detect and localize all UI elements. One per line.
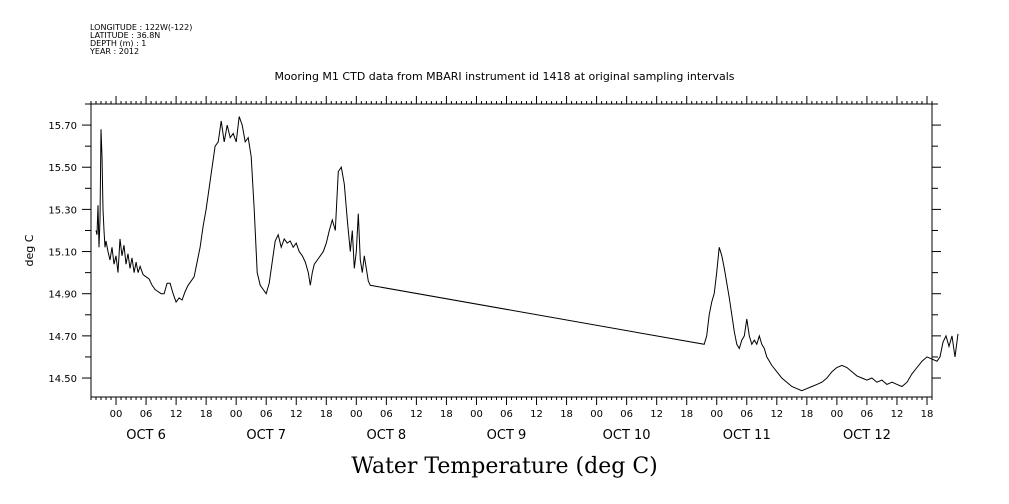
plot-frame [90,103,933,398]
x-tick-label: 00 [230,409,243,420]
x-tick-label: 18 [200,409,213,420]
x-tick-label: 12 [891,409,904,420]
x-tick-label: 12 [650,409,663,420]
day-label: OCT 6 [126,428,166,443]
x-tick-label: 00 [831,409,844,420]
longitude-label: LONGITUDE : 122W(-122) [90,23,193,32]
x-tick-label: 18 [921,409,934,420]
day-label: OCT 9 [487,428,527,443]
x-tick-label: 12 [410,409,423,420]
x-tick-label: 12 [530,409,543,420]
x-tick-label: 18 [680,409,693,420]
y-tick-label: 14.50 [48,374,77,385]
y-tick-label: 14.70 [48,332,77,343]
x-tick-label: 12 [770,409,783,420]
x-tick-label: 00 [710,409,723,420]
x-tick-label: 06 [500,409,513,420]
x-tick-label: 06 [740,409,753,420]
day-label: OCT 7 [246,428,286,443]
x-tick-label: 00 [110,409,123,420]
chart-title: Mooring M1 CTD data from MBARI instrumen… [274,70,735,83]
day-label: OCT 12 [843,428,891,443]
x-tick-label: 18 [440,409,453,420]
x-tick-label: 06 [260,409,273,420]
footer-title: Water Temperature (deg C) [351,454,658,479]
x-tick-label: 12 [290,409,303,420]
depth-label: DEPTH (m) : 1 [90,39,147,48]
x-tick-label: 18 [320,409,333,420]
y-axis-label: deg C [23,234,36,266]
x-tick-label: 06 [620,409,633,420]
latitude-label: LATITUDE : 36.8N [90,31,161,40]
y-tick-label: 15.10 [48,248,77,259]
x-tick-label: 06 [380,409,393,420]
x-tick-label: 00 [470,409,483,420]
day-label: OCT 10 [603,428,651,443]
day-label: OCT 8 [367,428,407,443]
temperature-series-line [95,116,959,392]
y-tick-label: 14.90 [48,290,77,301]
y-tick-label: 15.50 [48,163,77,174]
x-tick-label: 18 [560,409,573,420]
x-tick-label: 06 [861,409,874,420]
x-tick-label: 06 [140,409,153,420]
day-label: OCT 11 [723,428,771,443]
y-tick-label: 15.30 [48,205,77,216]
y-tick-label: 15.70 [48,121,77,132]
x-tick-label: 00 [350,409,363,420]
x-tick-label: 00 [590,409,603,420]
x-tick-label: 18 [800,409,813,420]
x-tick-label: 12 [170,409,183,420]
year-label: YEAR : 2012 [90,47,140,56]
